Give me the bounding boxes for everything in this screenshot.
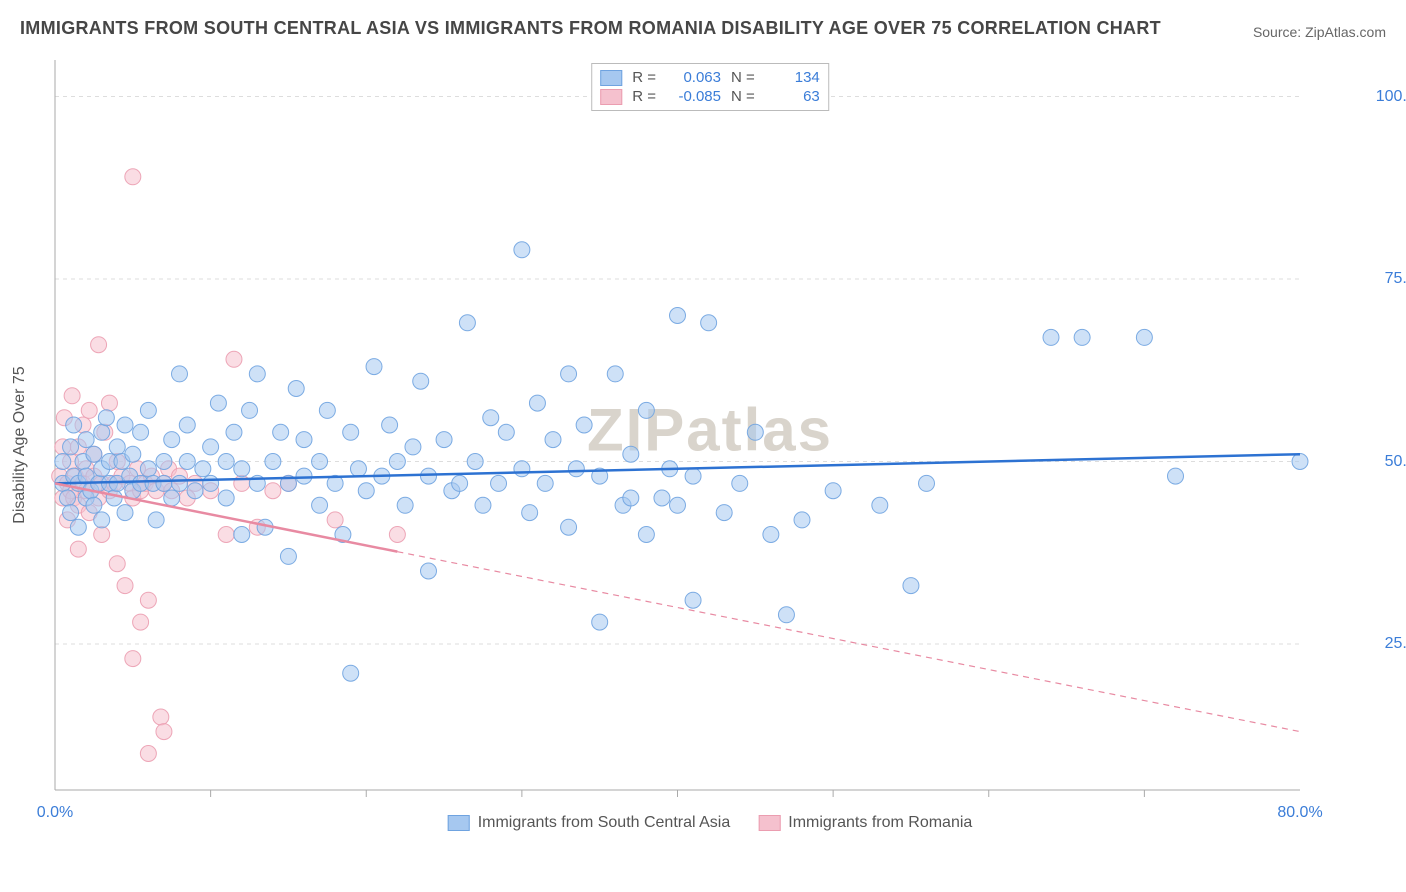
y-tick-label: 75.0% xyxy=(1385,270,1406,288)
legend-item: Immigrants from Romania xyxy=(758,814,972,832)
y-tick-label: 100.0% xyxy=(1376,88,1406,106)
chart-title: IMMIGRANTS FROM SOUTH CENTRAL ASIA VS IM… xyxy=(20,18,1161,39)
legend-stats-box: R = 0.063 N = 134 R = -0.085 N = 63 xyxy=(591,63,829,111)
y-tick-label: 50.0% xyxy=(1385,453,1406,471)
y-axis-label: Disability Age Over 75 xyxy=(11,366,29,523)
source-label: Source: ZipAtlas.com xyxy=(1253,24,1386,40)
chart-area: Disability Age Over 75 ZIPatlas R = 0.06… xyxy=(50,60,1370,830)
stat-r-value-2: -0.085 xyxy=(666,88,721,105)
legend-label: Immigrants from South Central Asia xyxy=(478,814,731,832)
x-tick-label: 0.0% xyxy=(37,804,73,822)
stat-n-value-1: 134 xyxy=(765,69,820,86)
stat-r-label: R = xyxy=(632,88,656,105)
stat-n-value-2: 63 xyxy=(765,88,820,105)
y-tick-label: 25.0% xyxy=(1385,635,1406,653)
x-tick-label: 80.0% xyxy=(1277,804,1322,822)
legend-label: Immigrants from Romania xyxy=(788,814,972,832)
stat-n-label: N = xyxy=(731,69,755,86)
swatch-icon xyxy=(758,815,780,831)
bottom-legend: Immigrants from South Central Asia Immig… xyxy=(448,814,973,832)
swatch-series-1 xyxy=(600,70,622,86)
stat-r-label: R = xyxy=(632,69,656,86)
scatter-plot-svg xyxy=(50,60,1370,830)
legend-stats-row: R = 0.063 N = 134 xyxy=(600,68,820,87)
legend-item: Immigrants from South Central Asia xyxy=(448,814,731,832)
stat-r-value-1: 0.063 xyxy=(666,69,721,86)
legend-stats-row: R = -0.085 N = 63 xyxy=(600,87,820,106)
stat-n-label: N = xyxy=(731,88,755,105)
swatch-icon xyxy=(448,815,470,831)
swatch-series-2 xyxy=(600,89,622,105)
